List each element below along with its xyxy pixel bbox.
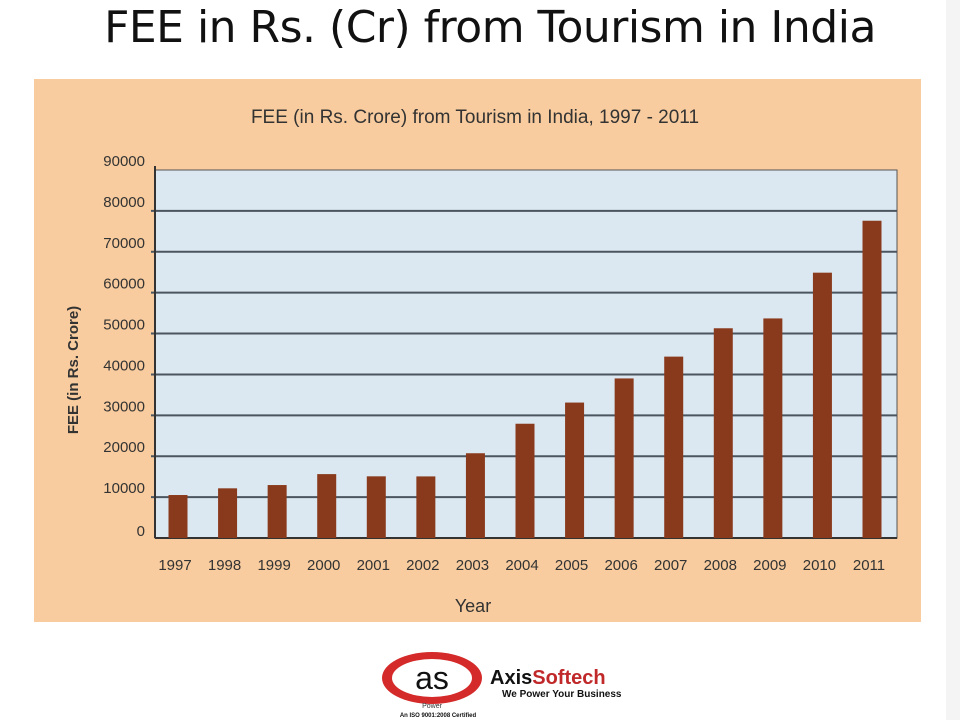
x-tick-label: 2000 bbox=[307, 557, 340, 574]
y-tick-label: 10000 bbox=[103, 480, 145, 497]
x-tick-label: 2009 bbox=[753, 557, 786, 574]
bar-1997 bbox=[168, 495, 188, 538]
bar-1998 bbox=[218, 488, 238, 538]
svg-text:as: as bbox=[415, 660, 449, 696]
y-tick-label: 30000 bbox=[103, 398, 145, 415]
y-tick-label: 50000 bbox=[103, 317, 145, 334]
bar-2004 bbox=[515, 423, 535, 538]
bar-2007 bbox=[664, 356, 684, 538]
x-tick-label: 2004 bbox=[505, 557, 538, 574]
svg-text:AxisSoftech: AxisSoftech bbox=[490, 667, 606, 689]
x-tick-label: 2002 bbox=[406, 557, 439, 574]
x-axis-label: Year bbox=[455, 596, 491, 616]
bar-2000 bbox=[317, 474, 337, 538]
bar-2011 bbox=[862, 220, 882, 539]
y-tick-label: 20000 bbox=[103, 439, 145, 456]
bar-2005 bbox=[565, 402, 585, 538]
y-tick-label: 0 bbox=[137, 523, 145, 540]
x-tick-label: 1998 bbox=[208, 557, 241, 574]
x-tick-label: 2005 bbox=[555, 557, 588, 574]
y-tick-label: 40000 bbox=[103, 357, 145, 374]
bar-2009 bbox=[763, 318, 783, 538]
bar-2002 bbox=[416, 476, 436, 538]
svg-text:We Power Your Business: We Power Your Business bbox=[502, 689, 622, 700]
bar-2003 bbox=[465, 453, 485, 538]
x-tick-label: 2010 bbox=[803, 557, 836, 574]
x-tick-label: 2006 bbox=[604, 557, 637, 574]
y-axis-label: FEE (in Rs. Crore) bbox=[65, 306, 82, 434]
slide-edge bbox=[946, 0, 960, 720]
x-tick-label: 1999 bbox=[257, 557, 290, 574]
x-tick-label: 1997 bbox=[158, 557, 191, 574]
bar-2010 bbox=[812, 272, 832, 538]
svg-text:An ISO 9001:2008 Certified: An ISO 9001:2008 Certified bbox=[400, 713, 477, 719]
bar-1999 bbox=[267, 485, 287, 538]
x-tick-label: 2008 bbox=[704, 557, 737, 574]
y-tick-label: 90000 bbox=[103, 153, 145, 170]
x-tick-label: 2011 bbox=[853, 557, 885, 574]
y-tick-label: 70000 bbox=[103, 235, 145, 252]
x-tick-label: 2007 bbox=[654, 557, 687, 574]
y-tick-label: 80000 bbox=[103, 194, 145, 211]
bar-2001 bbox=[366, 476, 386, 538]
x-tick-label: 2001 bbox=[357, 557, 390, 574]
axis-softech-logo: as AxisSoftech We Power Your Business Po… bbox=[382, 652, 622, 719]
slide-title: FEE in Rs. (Cr) from Tourism in India bbox=[104, 2, 876, 53]
x-tick-label: 2003 bbox=[456, 557, 489, 574]
chart-title: FEE (in Rs. Crore) from Tourism in India… bbox=[251, 107, 699, 128]
y-tick-label: 60000 bbox=[103, 276, 145, 293]
svg-text:Power: Power bbox=[422, 703, 443, 710]
bar-2008 bbox=[713, 328, 733, 538]
bar-2006 bbox=[614, 378, 634, 538]
